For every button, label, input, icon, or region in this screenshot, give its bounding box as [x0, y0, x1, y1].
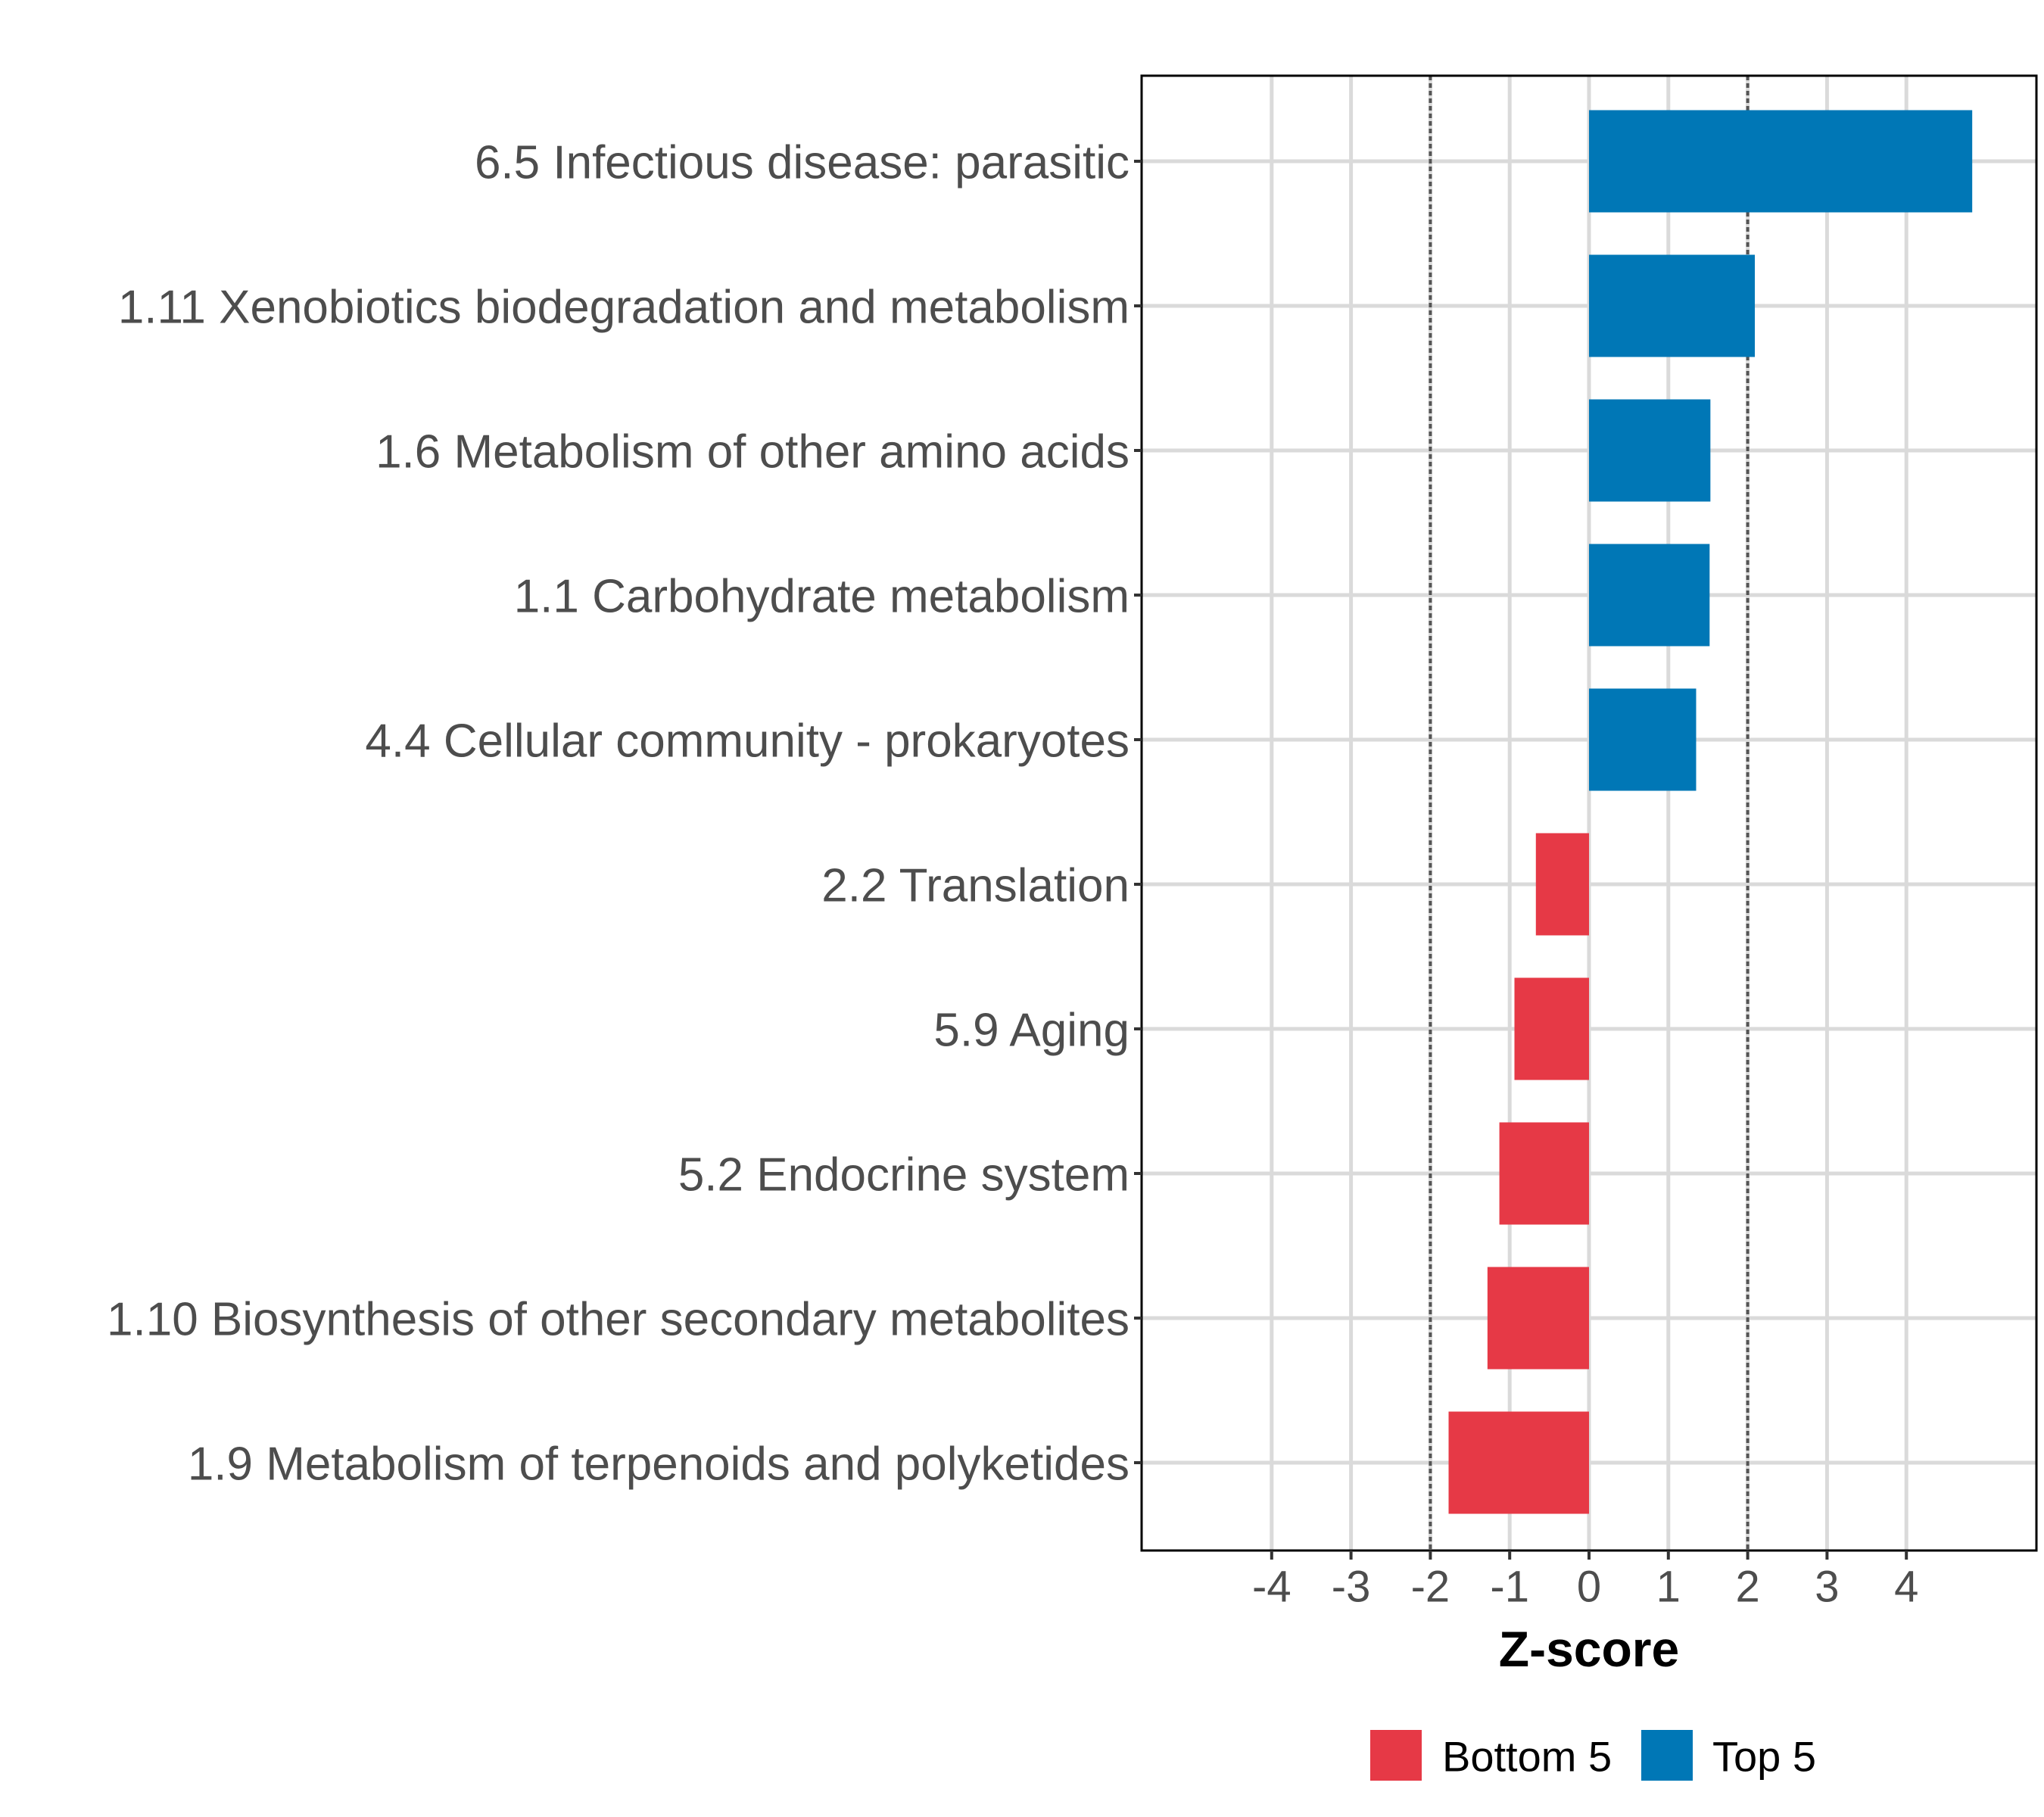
- y-tick-label: 2.2 Translation: [821, 860, 1129, 912]
- x-tick-label: 3: [1815, 1563, 1839, 1612]
- bar: [1589, 688, 1697, 791]
- bar: [1589, 399, 1711, 502]
- bars: [1448, 110, 1973, 1514]
- bar: [1514, 977, 1589, 1080]
- bar: [1487, 1267, 1589, 1370]
- y-tick-label: 1.10 Biosynthesis of other secondary met…: [107, 1294, 1129, 1346]
- x-tick-label: 0: [1577, 1563, 1601, 1612]
- y-tick-label: 1.1 Carbohydrate metabolism: [514, 571, 1129, 623]
- legend-label: Top 5: [1712, 1733, 1816, 1781]
- legend: Bottom 5 Top 5: [1370, 1730, 1816, 1781]
- y-tick-label: 1.11 Xenobiotics biodegradation and meta…: [118, 282, 1129, 334]
- x-axis-ticks: -4 -3 -2 -1 0 1 2 3 4: [1252, 1551, 1918, 1612]
- bar: [1589, 254, 1756, 357]
- x-tick-label: 4: [1894, 1563, 1918, 1612]
- y-tick-label: 1.9 Metabolism of terpenoids and polyket…: [188, 1438, 1129, 1491]
- y-tick-label: 5.9 Aging: [933, 1005, 1129, 1057]
- x-tick-label: -3: [1332, 1563, 1371, 1612]
- y-tick-label: 4.4 Cellular community - prokaryotes: [365, 715, 1129, 768]
- bar: [1589, 110, 1973, 213]
- bar: [1499, 1122, 1589, 1225]
- y-axis-labels: 6.5 Infectious disease: parasitic 1.11 Xe…: [107, 137, 1142, 1491]
- legend-label: Bottom 5: [1442, 1733, 1612, 1781]
- x-tick-label: -2: [1411, 1563, 1450, 1612]
- x-tick-label: -4: [1252, 1563, 1292, 1612]
- bar: [1589, 544, 1710, 647]
- y-tick-label: 5.2 Endocrine system: [678, 1149, 1129, 1201]
- x-tick-label: 2: [1735, 1563, 1759, 1612]
- x-tick-label: 1: [1656, 1563, 1681, 1612]
- x-tick-label: -1: [1490, 1563, 1529, 1612]
- bar: [1535, 833, 1589, 936]
- bar: [1448, 1411, 1589, 1514]
- legend-key: [1641, 1730, 1693, 1781]
- legend-key: [1370, 1730, 1422, 1781]
- y-tick-label: 1.6 Metabolism of other amino acids: [375, 426, 1129, 478]
- y-tick-label: 6.5 Infectious disease: parasitic: [475, 137, 1129, 189]
- x-axis-title: Z-score: [1499, 1621, 1679, 1677]
